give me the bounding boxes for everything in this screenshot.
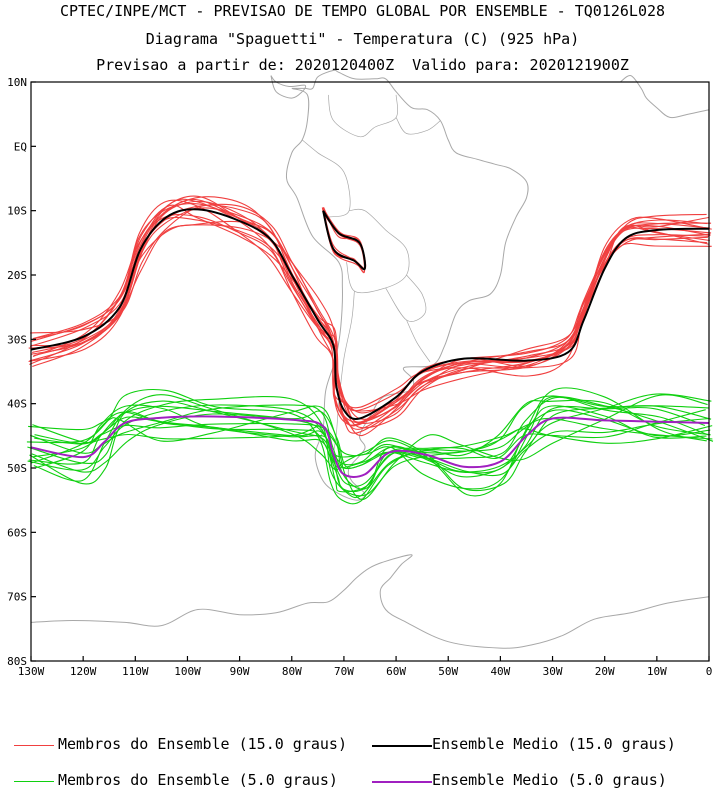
south-america-coast xyxy=(285,69,529,501)
member5-line xyxy=(34,396,709,493)
antarctica-coast xyxy=(30,554,710,649)
member5-line xyxy=(33,387,707,497)
member15-inland xyxy=(321,207,366,274)
member5-line xyxy=(30,404,706,490)
border-0 xyxy=(301,139,351,218)
member5-line xyxy=(32,393,712,492)
member15-line xyxy=(33,213,707,426)
chart-subtitle: Diagrama "Spaguetti" - Temperatura (C) (… xyxy=(145,30,580,48)
chart-title: CPTEC/INPE/MCT - PREVISAO DE TEMPO GLOBA… xyxy=(59,2,666,20)
legend-member15-line xyxy=(14,745,54,746)
lat-tick-label: 10N xyxy=(7,76,27,89)
forecast-dates: Previsao a partir de: 2020120400Z Valido… xyxy=(96,56,629,74)
lon-tick-label: 100W xyxy=(174,665,201,678)
member15-line xyxy=(29,199,710,412)
member15-line xyxy=(30,204,710,409)
lat-tick-label: EQ xyxy=(14,140,27,153)
member15-line xyxy=(28,207,709,424)
mean5-line xyxy=(30,415,710,479)
legend-member5-line xyxy=(14,781,54,782)
lat-tick-label: 60S xyxy=(7,526,27,539)
legend-mean15-line xyxy=(372,745,432,747)
member15-line xyxy=(28,203,708,434)
ensemble-members-15 xyxy=(28,195,712,436)
map-frame xyxy=(30,81,710,662)
border-3 xyxy=(330,291,355,469)
lon-tick-label: 20W xyxy=(595,665,615,678)
coastlines xyxy=(30,69,710,649)
lat-tick-label: 80S xyxy=(7,655,27,668)
lat-tick-label: 40S xyxy=(7,398,27,411)
lat-tick-label: 30S xyxy=(7,333,27,346)
border-5 xyxy=(327,94,398,138)
legend-mean15: Ensemble Medio (15.0 graus) xyxy=(432,735,676,753)
member15-line xyxy=(29,198,711,420)
lon-tick-label: 120W xyxy=(70,665,97,678)
border-6 xyxy=(395,117,441,135)
member5-line xyxy=(26,388,711,505)
lon-tick-label: 90W xyxy=(230,665,250,678)
member15-line xyxy=(33,200,712,412)
lon-tick-label: 80W xyxy=(282,665,302,678)
lon-tick-label: 110W xyxy=(122,665,149,678)
ensemble-means xyxy=(30,208,710,479)
lon-tick-label: 0 xyxy=(706,665,713,678)
border-2 xyxy=(385,274,427,322)
lon-tick-label: 70W xyxy=(334,665,354,678)
member5-line xyxy=(27,404,713,497)
lon-tick-label: 60W xyxy=(386,665,406,678)
africa-coast xyxy=(619,75,710,119)
lon-tick-label: 10W xyxy=(647,665,667,678)
mean15-inland xyxy=(322,210,367,271)
legend-member15: Membros do Ensemble (15.0 graus) xyxy=(58,735,347,753)
member5-line xyxy=(30,394,708,500)
ensemble-members-5 xyxy=(26,387,714,505)
lon-tick-label: 130W xyxy=(18,665,45,678)
lat-tick-label: 50S xyxy=(7,462,27,475)
legend-member5: Membros do Ensemble (5.0 graus) xyxy=(58,771,338,789)
member5-line xyxy=(34,396,714,490)
member15-line xyxy=(31,195,708,414)
lat-tick-label: 70S xyxy=(7,591,27,604)
member5-line xyxy=(27,400,707,474)
member5-line xyxy=(33,405,706,478)
lat-tick-label: 20S xyxy=(7,269,27,282)
mean15-line xyxy=(30,208,710,420)
border-1 xyxy=(346,208,410,294)
central-america-coast xyxy=(270,75,307,99)
member5-line xyxy=(31,410,710,477)
lon-tick-label: 30W xyxy=(543,665,563,678)
member15-line xyxy=(32,196,710,436)
legend-mean5-line xyxy=(372,781,432,783)
lat-tick-label: 10S xyxy=(7,205,27,218)
lon-tick-label: 40W xyxy=(490,665,510,678)
legend-mean5: Ensemble Medio (5.0 graus) xyxy=(432,771,667,789)
member15-line xyxy=(30,216,712,429)
lon-tick-label: 50W xyxy=(438,665,458,678)
border-4 xyxy=(406,319,431,363)
